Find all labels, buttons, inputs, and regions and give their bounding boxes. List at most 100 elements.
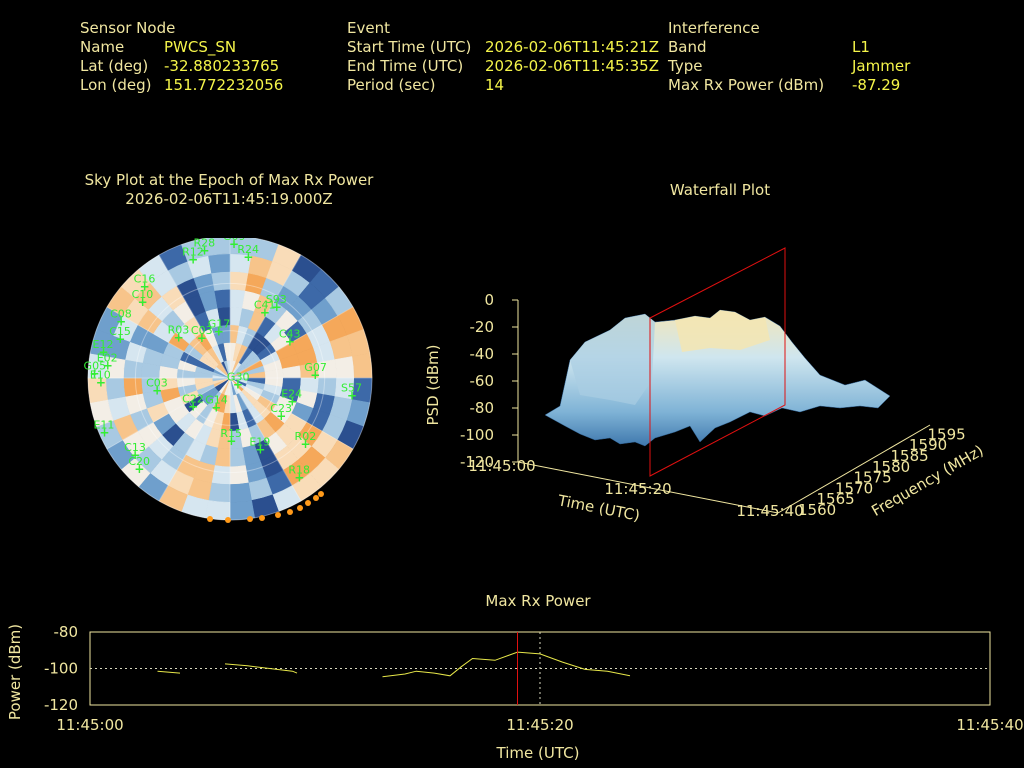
z-tick-label: 0 <box>484 291 494 309</box>
satellite-marker: + <box>226 434 236 448</box>
sky-azimuth-spoke <box>106 306 231 379</box>
satellite-label: R15 <box>220 427 242 440</box>
satellite-label: E12 <box>93 338 114 351</box>
satellite-label: C22 <box>182 392 204 405</box>
sky-cell <box>208 253 231 274</box>
satellite-marker: + <box>233 377 243 391</box>
satellite-label: E19 <box>249 435 270 448</box>
interference-heading: Interference <box>668 19 760 37</box>
satellite-label: C03 <box>146 376 168 389</box>
freq-tick-label: 1585 <box>891 447 929 465</box>
sky-satellites: +G09+R24+R28+R12+C16+C10+C08+C15+E12+E02… <box>84 238 362 485</box>
satellite-marker: + <box>99 426 109 440</box>
satellite-marker: + <box>138 295 148 309</box>
satellite-label: R18 <box>288 464 310 477</box>
freq-tick-label: 1575 <box>854 469 892 487</box>
waterfall-epoch-plane <box>649 247 786 477</box>
name-value: PWCS_SN <box>164 38 237 56</box>
satellite-label: R03 <box>168 323 190 336</box>
horizon-dot <box>225 517 231 523</box>
start-time-value: 2026-02-06T11:45:21Z <box>485 38 659 56</box>
satellite-marker: + <box>116 315 126 329</box>
x-tick-label: 11:45:40 <box>956 716 1023 734</box>
satellite-label: G17 <box>208 317 231 330</box>
satellite-label: R12 <box>182 246 204 259</box>
maxpower-grid <box>90 632 990 705</box>
satellite-marker: + <box>301 437 311 451</box>
max-power-value: -87.29 <box>852 76 901 94</box>
horizon-dot <box>207 516 213 522</box>
horizon-dot <box>297 505 303 511</box>
satellite-label: G07 <box>304 361 327 374</box>
z-tick-label: -80 <box>470 399 495 417</box>
period-value: 14 <box>485 76 505 94</box>
band-label: Band <box>668 38 707 56</box>
horizon-dot <box>318 491 324 497</box>
waterfall-ridge-left <box>570 314 655 405</box>
satellite-marker: + <box>287 395 297 409</box>
max-power-label: Max Rx Power (dBm) <box>668 76 825 94</box>
sensor-node-heading: Sensor Node <box>80 19 176 37</box>
satellite-marker: + <box>174 330 184 344</box>
satellite-label: E02 <box>97 351 118 364</box>
satellite-label: R24 <box>237 243 259 256</box>
power-series-segment <box>382 651 631 678</box>
z-tick-label: -120 <box>460 453 494 471</box>
satellite-marker: + <box>188 399 198 413</box>
maxpower-chart: Power (dBm) -80 -100 -120 11:45:00 11:45:20… <box>6 623 1024 762</box>
period-label: Period (sec) <box>347 76 436 94</box>
satellite-label: C43 <box>279 328 301 341</box>
freq-tick-label: 1570 <box>835 479 873 497</box>
satellite-marker: + <box>211 401 221 415</box>
satellite-label: C10 <box>132 288 154 301</box>
satellite-label: C15 <box>109 325 131 338</box>
sky-plot: +G09+R24+R28+R12+C16+C10+C08+C15+E12+E02… <box>84 238 373 523</box>
satellite-label: C16 <box>134 273 156 286</box>
freq-tick-label: 1590 <box>909 436 947 454</box>
satellite-label: C23 <box>270 402 292 415</box>
satellite-label: G09 <box>223 238 246 243</box>
maxpower-frame <box>89 631 991 706</box>
sky-azimuth-spoke <box>229 377 354 450</box>
freq-tick-label: 1560 <box>798 501 836 519</box>
sky-cell <box>352 353 373 379</box>
satellite-marker: + <box>243 250 253 264</box>
satellite-label: C03 <box>191 324 213 337</box>
waterfall-freq-axis <box>777 424 931 514</box>
satellite-label: R28 <box>194 238 216 250</box>
waterfall-plot: 0 -20 -40 -60 -80 -100 -120 PSD (dBm) 11:45:00… <box>424 247 987 525</box>
satellite-marker: + <box>272 300 282 314</box>
horizon-dot <box>305 500 311 506</box>
satellite-marker: + <box>188 253 198 267</box>
satellite-label: S93 <box>266 293 287 306</box>
band-value: L1 <box>852 38 870 56</box>
type-value: Jammer <box>852 57 911 75</box>
type-label: Type <box>668 57 703 75</box>
sky-cell <box>205 238 231 256</box>
satellite-label: R02 <box>295 430 317 443</box>
maxpower-ylabel: Power (dBm) <box>6 624 24 720</box>
name-label: Name <box>80 38 125 56</box>
satellite-label: C13 <box>124 441 146 454</box>
lon-label: Lon (deg) <box>80 76 152 94</box>
lon-value: 151.772232056 <box>164 76 284 94</box>
sky-cell <box>229 465 249 485</box>
satellite-label: G05 <box>84 359 107 372</box>
horizon-dot <box>247 516 253 522</box>
satellite-marker: + <box>260 305 270 319</box>
end-time-label: End Time (UTC) <box>347 57 464 75</box>
sky-horizon-markers <box>207 491 324 523</box>
time-tick-label: 11:45:00 <box>468 457 535 475</box>
y-tick-label: -120 <box>44 696 78 714</box>
sky-azimuth-spoke <box>106 377 231 450</box>
start-time-label: Start Time (UTC) <box>347 38 472 56</box>
power-series-segment <box>224 663 298 674</box>
satellite-marker: + <box>310 368 320 382</box>
lat-label: Lat (deg) <box>80 57 149 75</box>
sky-cell <box>229 482 252 503</box>
freq-tick-label: 1565 <box>817 490 855 508</box>
satellite-marker: + <box>130 448 140 462</box>
z-tick-label: -20 <box>470 318 495 336</box>
satellite-label: E24 <box>281 388 302 401</box>
time-tick-label: 11:45:20 <box>604 480 671 498</box>
